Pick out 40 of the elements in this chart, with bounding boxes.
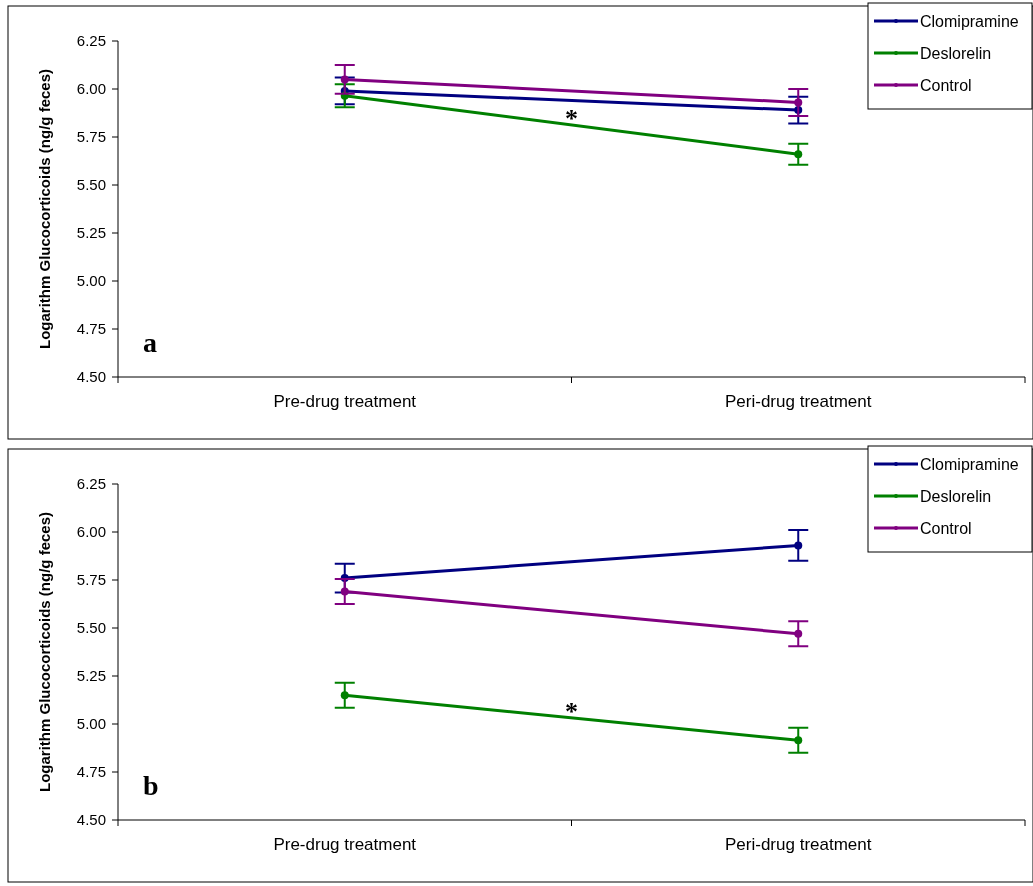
y-tick-label: 4.50 bbox=[76, 368, 106, 386]
legend-label: Deslorelin bbox=[920, 487, 992, 505]
y-tick-label: 5.00 bbox=[76, 715, 106, 733]
y-tick-label: 5.25 bbox=[76, 667, 106, 685]
y-tick-label: 6.25 bbox=[76, 475, 106, 493]
legend-label: Clomipramine bbox=[920, 455, 1019, 473]
y-tick-label: 5.00 bbox=[76, 272, 106, 290]
y-tick-label: 5.50 bbox=[76, 619, 106, 637]
point bbox=[794, 541, 803, 550]
y-tick-label: 5.50 bbox=[76, 176, 106, 194]
point bbox=[794, 629, 803, 638]
legend-label: Deslorelin bbox=[920, 44, 992, 62]
annotation: a bbox=[143, 327, 157, 358]
point bbox=[794, 98, 803, 107]
annotation: * bbox=[565, 104, 578, 133]
y-tick-label: 6.25 bbox=[76, 32, 106, 50]
point bbox=[794, 736, 803, 745]
y-axis-title: Logarithm Glucocorticoids (ng/g feces) bbox=[36, 68, 53, 350]
x-tick-label: Pre-drug treatment bbox=[273, 835, 417, 854]
y-tick-label: 6.00 bbox=[76, 523, 106, 541]
y-tick-label: 5.75 bbox=[76, 571, 106, 589]
y-axis-title: Logarithm Glucocorticoids (ng/g feces) bbox=[36, 511, 53, 793]
point bbox=[340, 75, 349, 84]
y-tick-label: 4.75 bbox=[76, 320, 106, 338]
x-tick-label: Peri-drug treatment bbox=[725, 392, 872, 411]
y-tick-label: 6.00 bbox=[76, 80, 106, 98]
point bbox=[794, 150, 803, 159]
legend-label: Clomipramine bbox=[920, 12, 1019, 30]
point bbox=[340, 691, 349, 700]
point bbox=[340, 587, 349, 596]
y-tick-label: 4.50 bbox=[76, 811, 106, 829]
y-tick-label: 5.25 bbox=[76, 224, 106, 242]
legend-label: Control bbox=[920, 76, 972, 94]
annotation: b bbox=[143, 770, 159, 801]
x-tick-label: Pre-drug treatment bbox=[273, 392, 417, 411]
annotation: * bbox=[565, 696, 578, 726]
legend-label: Control bbox=[920, 519, 972, 537]
y-tick-label: 5.75 bbox=[76, 128, 106, 146]
x-tick-label: Peri-drug treatment bbox=[725, 835, 872, 854]
y-tick-label: 4.75 bbox=[76, 763, 106, 781]
